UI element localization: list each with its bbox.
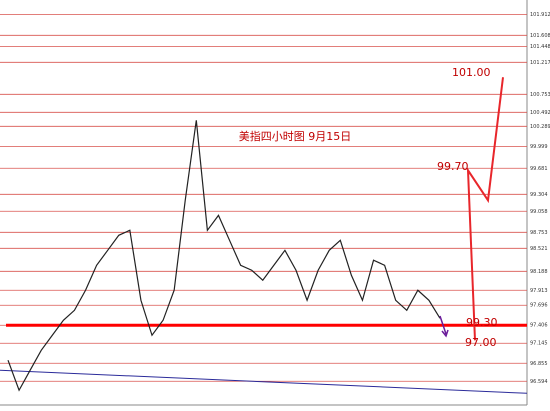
y-tick-label: 100.289 (530, 124, 550, 130)
y-tick-label: 99.681 (530, 166, 548, 172)
annotation: 101.00 (452, 66, 491, 79)
trendline (0, 369, 528, 394)
y-tick-label: 101.217 (530, 60, 550, 66)
y-tick-label: 96.855 (530, 361, 548, 367)
y-tick-label: 98.753 (530, 230, 548, 236)
y-tick-label: 96.594 (530, 379, 548, 385)
annotation: 97.00 (465, 336, 497, 349)
arrow (439, 315, 449, 338)
annotation: 99.70 (437, 160, 469, 173)
y-tick-label: 99.999 (530, 144, 548, 150)
y-tick-label: 99.304 (530, 192, 548, 198)
chart-title: 美指四小时图 9月15日 (239, 129, 352, 143)
y-tick-label: 97.406 (530, 323, 548, 329)
y-tick-label: 98.521 (530, 246, 548, 252)
annotation: 99.30 (466, 316, 498, 329)
price-line (7, 120, 441, 392)
y-tick-label: 101.912 (530, 12, 550, 18)
y-tick-label: 100.492 (530, 110, 550, 116)
forecast-line (466, 77, 504, 341)
y-tick-label: 97.913 (530, 288, 548, 294)
y-tick-label: 101.608 (530, 33, 550, 39)
y-tick-label: 101.448 (530, 44, 550, 50)
y-tick-label: 97.145 (530, 341, 548, 347)
y-tick-label: 100.753 (530, 92, 550, 98)
y-tick-label: 98.188 (530, 269, 548, 275)
y-tick-label: 97.696 (530, 303, 548, 309)
y-tick-label: 99.058 (530, 209, 548, 215)
